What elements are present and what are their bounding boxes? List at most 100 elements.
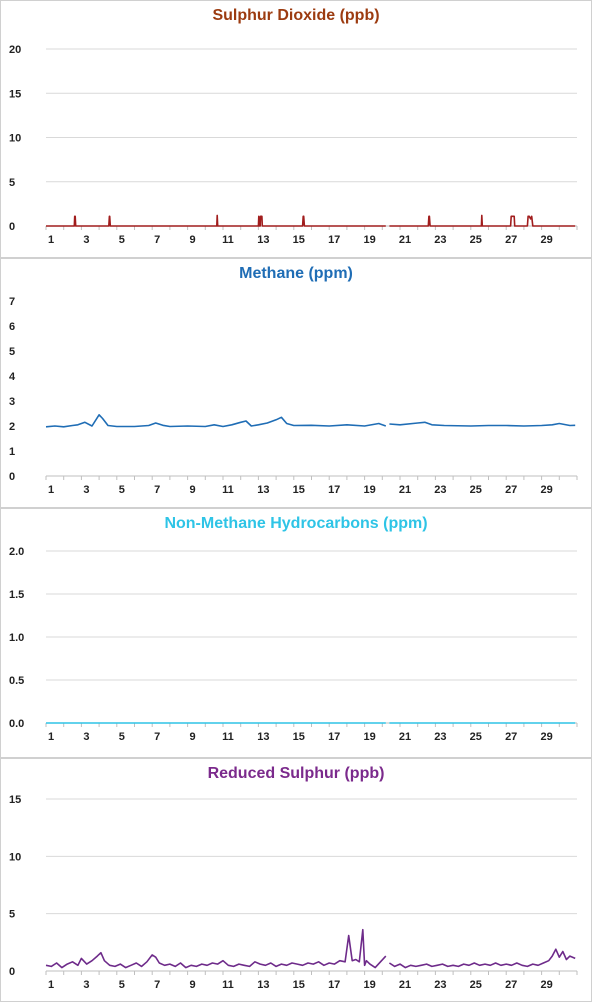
chart-title: Methane (ppm): [239, 265, 353, 282]
chart-panel-non-methane-hydrocarbons: Non-Methane Hydrocarbons (ppm) 0.0 0.5 1.0…: [0, 508, 592, 758]
y-tick-label: 0.0: [9, 718, 24, 730]
x-tick-label: 13: [257, 484, 269, 496]
x-tick-label: 11: [222, 731, 234, 743]
series-line: [46, 214, 386, 227]
y-tick-label: 5: [9, 177, 15, 189]
x-tick-label: 9: [190, 234, 196, 246]
series-line: [45, 928, 387, 969]
x-tick-label: 21: [399, 234, 411, 246]
chart-svg: 0.00.51.01.52.01 3 5 7 9 11 13 15 17 19 21 23 25 27 29: [9, 546, 578, 743]
x-tick-label: 3: [83, 979, 89, 991]
y-tick-label: 0: [9, 471, 15, 483]
x-tick-label: 29: [540, 979, 552, 991]
chart-panel-reduced-sulphur: Reduced Sulphur (ppb) 0 5 10 15 1 3 5 7 9 11 13 15 1…: [0, 758, 592, 1002]
x-tick-label: 21: [399, 979, 411, 991]
y-tick-label: 2.0: [9, 546, 24, 558]
x-tick-label: 13: [257, 234, 269, 246]
x-tick-label: 17: [328, 731, 340, 743]
x-tick-label: 27: [505, 979, 517, 991]
y-tick-label: 3: [9, 396, 15, 408]
y-tick-label: 5: [9, 909, 15, 921]
x-tick-label: 7: [154, 234, 160, 246]
y-tick-label: 0: [9, 221, 15, 233]
y-tick-label: 6: [9, 321, 15, 333]
x-tick-label: 13: [257, 731, 269, 743]
x-tick-label: 19: [363, 484, 375, 496]
x-tick-label: 9: [190, 484, 196, 496]
x-tick-label: 1: [48, 731, 54, 743]
y-tick-label: 2: [9, 421, 15, 433]
x-tick-label: 1: [48, 979, 54, 991]
x-tick-label: 5: [119, 731, 125, 743]
series-line: [389, 214, 576, 227]
x-tick-label: 27: [505, 234, 517, 246]
x-tick-label: 23: [434, 731, 446, 743]
x-tick-label: 25: [470, 234, 482, 246]
x-tick-label: 23: [434, 484, 446, 496]
y-tick-label: 20: [9, 44, 21, 56]
x-tick-label: 19: [363, 234, 375, 246]
x-tick-label: 15: [293, 484, 305, 496]
x-tick-label: 17: [328, 484, 340, 496]
y-tick-label: 7: [9, 296, 15, 308]
chart-panel-sulphur-dioxide: Sulphur Dioxide (ppb) 0 5 10 15 20 1 3 5 7 9 11 13 1…: [0, 0, 592, 258]
x-tick-label: 9: [190, 731, 196, 743]
y-tick-label: 10: [9, 851, 21, 863]
x-tick-label: 7: [154, 484, 160, 496]
x-tick-label: 15: [293, 234, 305, 246]
x-tick-label: 1: [48, 234, 54, 246]
x-tick-label: 5: [119, 979, 125, 991]
x-tick-label: 19: [363, 731, 375, 743]
x-tick-label: 17: [328, 979, 340, 991]
x-tick-label: 19: [363, 979, 375, 991]
y-tick-label: 4: [9, 371, 16, 383]
x-tick-label: 25: [470, 484, 482, 496]
series-line: [388, 948, 576, 969]
series-line: [45, 414, 387, 428]
y-tick-label: 0.5: [9, 675, 24, 687]
y-tick-label: 0: [9, 966, 15, 978]
x-tick-label: 25: [470, 979, 482, 991]
x-tick-label: 3: [83, 484, 89, 496]
x-tick-label: 25: [470, 731, 482, 743]
y-tick-label: 1.5: [9, 589, 24, 601]
x-tick-label: 29: [540, 731, 552, 743]
x-tick-label: 3: [83, 234, 89, 246]
x-tick-label: 23: [434, 979, 446, 991]
y-tick-label: 10: [9, 133, 21, 145]
x-tick-label: 13: [257, 979, 269, 991]
y-tick-label: 15: [9, 794, 21, 806]
x-tick-label: 15: [293, 731, 305, 743]
chart-title: Non-Methane Hydrocarbons (ppm): [164, 515, 428, 532]
x-tick-label: 5: [119, 484, 125, 496]
y-tick-label: 15: [9, 88, 21, 100]
x-tick-label: 11: [222, 979, 234, 991]
x-tick-label: 17: [328, 234, 340, 246]
x-tick-label: 7: [154, 979, 160, 991]
y-tick-label: 5: [9, 346, 15, 358]
x-tick-label: 21: [399, 484, 411, 496]
x-tick-label: 5: [119, 234, 125, 246]
x-tick-label: 15: [293, 979, 305, 991]
x-tick-label: 27: [505, 484, 517, 496]
x-tick-label: 11: [222, 484, 234, 496]
x-tick-label: 3: [83, 731, 89, 743]
x-tick-label: 29: [540, 484, 552, 496]
y-tick-label: 1: [9, 446, 15, 458]
chart-title: Reduced Sulphur (ppb): [207, 765, 385, 782]
x-tick-label: 21: [399, 731, 411, 743]
x-tick-label: 27: [505, 731, 517, 743]
x-tick-label: 1: [48, 484, 54, 496]
x-tick-label: 9: [190, 979, 196, 991]
series-line: [389, 421, 576, 427]
x-tick-label: 29: [540, 234, 552, 246]
chart-panel-methane: Methane (ppm) 0 1 2 3 4 5 6 7 1 3 5 7 9 11 13 15 17 19 21 2…: [0, 258, 592, 508]
x-tick-label: 23: [434, 234, 446, 246]
x-tick-label: 11: [222, 234, 234, 246]
chart-title: Sulphur Dioxide (ppb): [212, 7, 380, 24]
x-tick-label: 7: [154, 731, 160, 743]
